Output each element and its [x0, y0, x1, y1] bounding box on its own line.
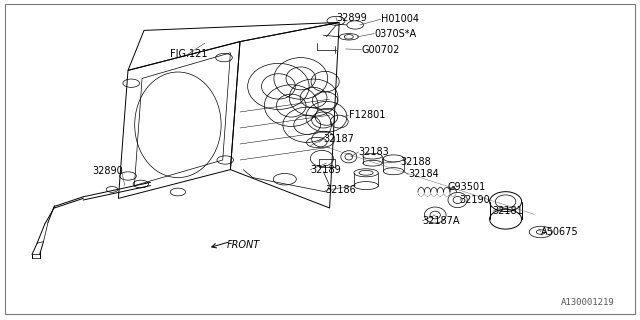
Text: 32899: 32899 — [336, 12, 367, 23]
Text: A130001219: A130001219 — [561, 298, 614, 307]
Bar — [319, 159, 335, 167]
Text: 0370S*A: 0370S*A — [374, 28, 417, 39]
Text: FRONT: FRONT — [227, 240, 260, 250]
Text: 32188: 32188 — [400, 156, 431, 167]
Text: 32890: 32890 — [93, 166, 124, 176]
Text: 32183: 32183 — [358, 147, 389, 157]
Text: 32189: 32189 — [310, 164, 341, 175]
Text: 32181: 32181 — [493, 206, 524, 216]
Text: H01004: H01004 — [381, 14, 419, 24]
Text: 32184: 32184 — [408, 169, 439, 180]
Text: 32187: 32187 — [323, 134, 354, 144]
Text: G00702: G00702 — [362, 44, 400, 55]
Text: A50675: A50675 — [541, 227, 579, 237]
Text: 32186: 32186 — [325, 185, 356, 196]
Text: 32187A: 32187A — [422, 216, 460, 226]
Text: G93501: G93501 — [448, 182, 486, 192]
Text: 32190: 32190 — [460, 195, 490, 205]
Text: F12801: F12801 — [349, 110, 385, 120]
Text: FIG.121: FIG.121 — [170, 49, 207, 60]
